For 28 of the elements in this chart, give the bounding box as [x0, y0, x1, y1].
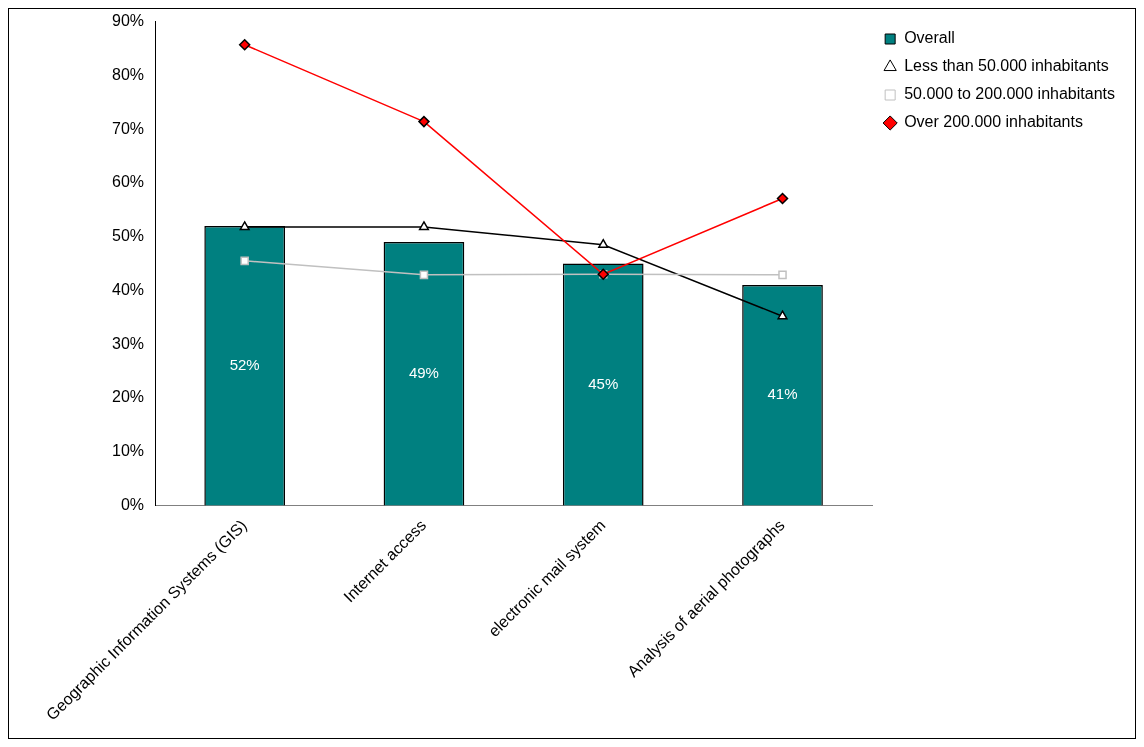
y-tick-label: 90%: [111, 12, 145, 30]
y-tick-label: 70%: [111, 119, 145, 137]
legend-label: Overall: [904, 29, 955, 47]
legend-label: Less than 50.000 inhabitants: [904, 57, 1109, 75]
point: [598, 238, 609, 248]
y-tick-label: 60%: [111, 173, 145, 191]
point: [419, 270, 429, 280]
y-tick-label: 30%: [111, 334, 145, 352]
data-label: 45%: [588, 374, 619, 392]
data-label: 52%: [229, 355, 260, 373]
y-tick-label: 0%: [120, 495, 145, 513]
point: [240, 256, 249, 266]
point: [418, 115, 430, 128]
point: [239, 221, 250, 231]
data-label: 41%: [767, 385, 798, 403]
y-tick-label: 80%: [111, 65, 145, 83]
y-tick-label: 10%: [111, 442, 145, 460]
point: [776, 192, 789, 205]
point: [777, 310, 788, 320]
legend-label: 50.000 to 200.000 inhabitants: [904, 85, 1115, 103]
legend-label: Over 200.000 inhabitants: [904, 113, 1083, 131]
y-tick-label: 50%: [111, 227, 145, 245]
point: [238, 38, 251, 51]
y-tick-label: 40%: [111, 280, 145, 298]
point: [418, 221, 430, 231]
data-label: 49%: [408, 363, 439, 381]
y-tick-label: 20%: [111, 388, 145, 406]
point: [778, 270, 787, 280]
